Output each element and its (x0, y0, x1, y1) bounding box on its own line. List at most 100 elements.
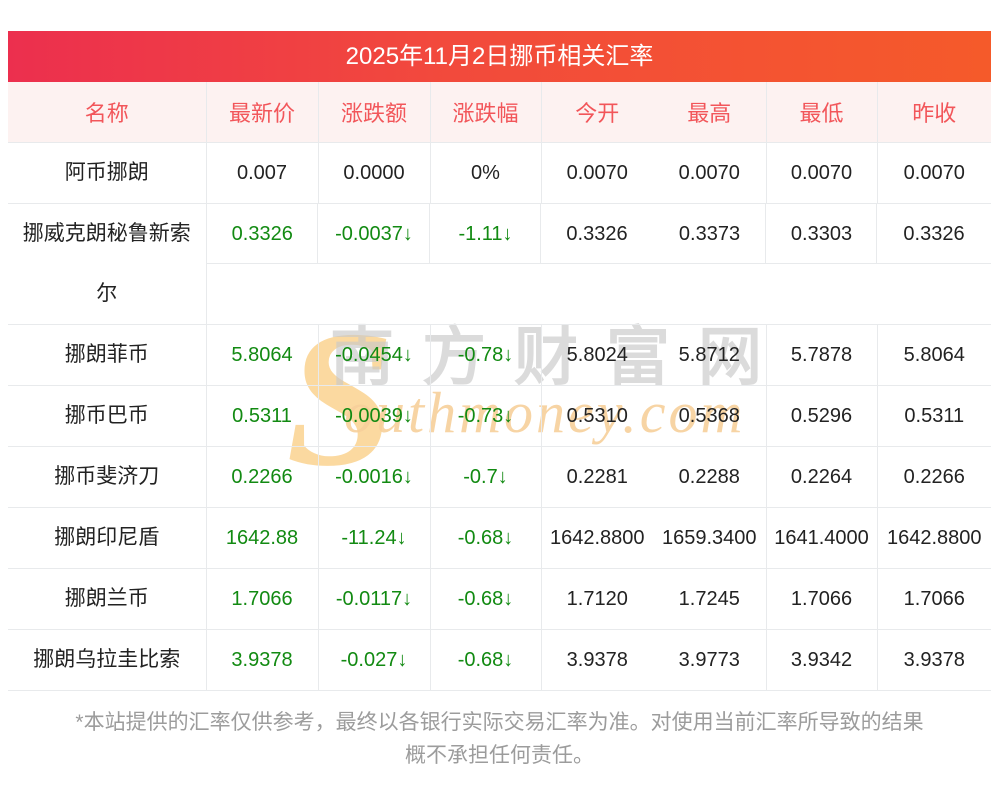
table-cell: -0.68↓ (429, 507, 541, 569)
table-cell: 0.0070 (653, 142, 766, 204)
table-cell: 3.9378 (876, 629, 991, 691)
table-row: 挪威克朗秘鲁新索尔 0.3326 -0.0037↓ -1.11↓ 0.3326 0.337… (8, 203, 991, 325)
table-row: 阿币挪朗 0.007 0.0000 0% 0.0070 0.0070 0.0070 0.007… (8, 142, 991, 204)
table-cell: 5.8024 (540, 324, 653, 386)
column-header-name: 名称 (8, 82, 206, 143)
cell-value: 0.5296 (790, 404, 853, 427)
disclaimer-line-1: *本站提供的汇率仅供参考，最终以各银行实际交易汇率为准。对使用当前汇率所导致的结… (75, 711, 924, 734)
cell-value: 0.007 (236, 161, 288, 184)
table-cell: -0.68↓ (429, 568, 541, 630)
cell-value: 0.2288 (678, 465, 740, 488)
table-cell: -0.0037↓ (317, 203, 430, 325)
cell-value: 1.7066 (790, 587, 853, 610)
cell-value: 1.7066 (231, 587, 293, 610)
cell-value: 0.0000 (343, 161, 405, 184)
table-cell: -0.0454↓ (317, 324, 430, 386)
cell-value: 1.7066 (903, 587, 965, 610)
table-cell: 1.7120 (540, 568, 653, 630)
table-cell: 0.3326 (205, 203, 318, 325)
cell-value: 0.2264 (790, 465, 853, 488)
cell-value: -0.0454↓ (335, 343, 413, 366)
cell-value: 0.5310 (566, 404, 628, 427)
table-cell: -0.0117↓ (317, 568, 430, 630)
column-header-prev-close: 昨收 (876, 82, 991, 143)
table-cell: 0.2264 (765, 446, 877, 508)
cell-value: 5.8064 (231, 343, 293, 366)
table-cell: -1.11↓ (429, 203, 541, 325)
table-cell: 0.5296 (765, 385, 877, 447)
cell-value: -0.0039↓ (335, 404, 413, 427)
cell-value: 1642.8800 (549, 526, 645, 549)
cell-value: 0.5311 (232, 404, 292, 427)
cell-value: 0.0070 (790, 161, 853, 184)
table-cell: 0.2281 (540, 446, 653, 508)
cell-value: -0.73↓ (457, 404, 514, 427)
column-header-open: 今开 (540, 82, 653, 143)
cell-value: 0.5368 (678, 404, 740, 427)
cell-value: 5.8712 (678, 343, 740, 366)
cell-value: 3.9378 (231, 648, 293, 671)
currency-pair-name: 挪朗菲币 (8, 324, 206, 386)
table-header: 名称 最新价 涨跌额 涨跌幅 今开 最高 最低 昨收 (8, 82, 991, 143)
cell-value: 0.3326 (540, 203, 653, 264)
table-cell: 3.9378 (540, 629, 653, 691)
cell-value: 0.2266 (231, 465, 293, 488)
cell-value: 0.2266 (903, 465, 965, 488)
cell-value: 0% (471, 161, 500, 184)
cell-value: 3.9378 (566, 648, 628, 671)
table-cell: 0.2288 (653, 446, 766, 508)
table-cell: 0.5310 (540, 385, 653, 447)
cell-value: 1.7245 (678, 587, 740, 610)
rates-table-container: S 南方财富网 outhmoney.com 名称 最新价 涨跌额 涨跌幅 今开 … (8, 82, 991, 691)
cell-value: -0.68↓ (457, 526, 514, 549)
table-cell: 0.2266 (876, 446, 991, 508)
cell-value: 3.9342 (790, 648, 853, 671)
table-cell: -0.68↓ (429, 629, 541, 691)
cell-value: 3.9773 (678, 648, 740, 671)
table-cell: -0.0016↓ (317, 446, 430, 508)
table-cell: 1.7066 (765, 568, 877, 630)
table-cell: 3.9773 (653, 629, 766, 691)
currency-pair-name: 挪币巴币 (8, 385, 206, 447)
disclaimer-line-2: 概不承担任何责任。 (405, 744, 594, 767)
table-cell: 0.3303 (765, 203, 877, 325)
table-cell: -11.24↓ (317, 507, 430, 569)
rates-tbody: 阿币挪朗 0.007 0.0000 0% 0.0070 0.0070 0.0070 0.007… (8, 142, 991, 691)
table-cell: -0.027↓ (317, 629, 430, 691)
currency-pair-name: 挪朗乌拉圭比索 (8, 629, 206, 691)
cell-value: 5.7878 (790, 343, 853, 366)
table-cell: 0.0070 (876, 142, 991, 204)
currency-pair-name: 挪威克朗秘鲁新索尔 (8, 203, 206, 325)
currency-pair-name: 挪朗兰币 (8, 568, 206, 630)
cell-value: 1659.3400 (661, 526, 757, 549)
cell-value: 1.7120 (566, 587, 628, 610)
table-cell: 1641.4000 (765, 507, 877, 569)
table-cell: 1642.8800 (540, 507, 653, 569)
table-cell: 1.7245 (653, 568, 766, 630)
table-cell: -0.73↓ (429, 385, 541, 447)
cell-value: 1642.8800 (886, 526, 982, 549)
table-row: 挪朗菲币 5.8064 -0.0454↓ -0.78↓ 5.8024 5.8712 5.78… (8, 324, 991, 386)
table-cell: 0.0070 (765, 142, 877, 204)
cell-value: 0.3326 (876, 203, 991, 264)
table-cell: 1.7066 (876, 568, 991, 630)
cell-value: -0.0037↓ (317, 203, 430, 264)
cell-value: -0.78↓ (457, 343, 514, 366)
table-cell: 3.9342 (765, 629, 877, 691)
cell-value: 3.9378 (903, 648, 965, 671)
table-cell: -0.0039↓ (317, 385, 430, 447)
cell-value: -0.0016↓ (335, 465, 413, 488)
table-cell: -0.7↓ (429, 446, 541, 508)
cell-value: 0.2281 (566, 465, 628, 488)
column-header-high: 最高 (653, 82, 766, 143)
cell-value: 0.3373 (653, 204, 766, 264)
column-header-change: 涨跌额 (317, 82, 430, 143)
currency-pair-name: 挪朗印尼盾 (8, 507, 206, 569)
table-cell: 0.3373 (653, 203, 766, 325)
table-cell: 1642.88 (205, 507, 318, 569)
cell-value: 1642.88 (225, 526, 299, 549)
page-title: 2025年11月2日挪币相关汇率 (8, 31, 991, 82)
cell-value: 5.8024 (566, 343, 628, 366)
table-row: 挪朗乌拉圭比索 3.9378 -0.027↓ -0.68↓ 3.9378 3.9773 3.… (8, 629, 991, 691)
